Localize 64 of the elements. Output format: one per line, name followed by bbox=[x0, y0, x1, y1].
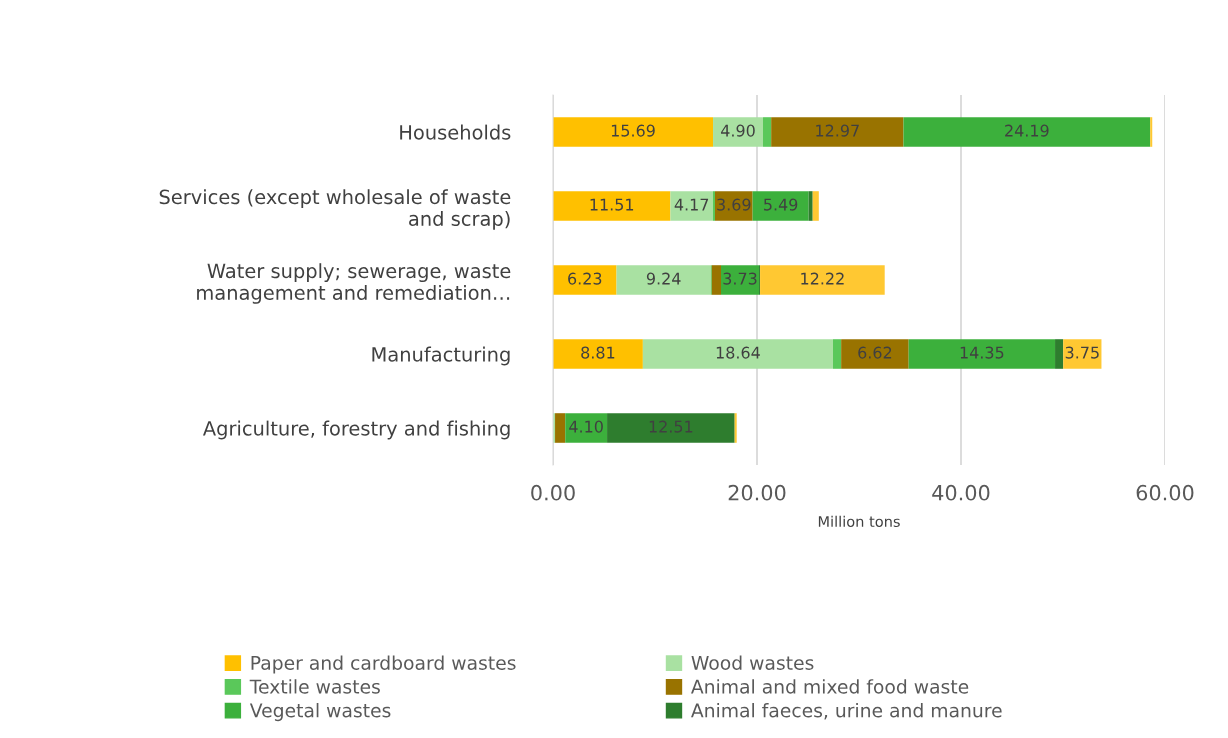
x-tick-label: 60.00 bbox=[1136, 484, 1194, 501]
bar bbox=[616, 265, 711, 295]
data-label: 5.49 bbox=[764, 198, 798, 211]
x-tick-label: 20.00 bbox=[728, 484, 786, 501]
bar bbox=[752, 191, 809, 221]
x-tick-label: 40.00 bbox=[932, 484, 990, 501]
bar bbox=[734, 413, 737, 443]
data-label: 6.23 bbox=[568, 272, 602, 285]
bar bbox=[553, 339, 643, 369]
legend-label: Animal faeces, urine and manure bbox=[691, 702, 1002, 720]
bar bbox=[908, 339, 1056, 369]
bar bbox=[720, 265, 760, 295]
data-label: 18.64 bbox=[716, 346, 760, 359]
bar bbox=[714, 191, 753, 221]
bar bbox=[832, 339, 842, 369]
x-axis-title: Million tons bbox=[818, 515, 900, 528]
bar bbox=[607, 413, 735, 443]
legend-label: Textile wastes bbox=[249, 679, 380, 694]
data-label: 3.69 bbox=[717, 198, 751, 211]
data-label: 12.22 bbox=[801, 272, 844, 285]
bar bbox=[1150, 117, 1153, 147]
bar bbox=[1063, 339, 1102, 369]
bar bbox=[713, 117, 764, 147]
bar bbox=[553, 191, 671, 221]
y-tick-label: Manufacturing bbox=[372, 346, 510, 366]
data-label: 8.81 bbox=[581, 346, 615, 359]
data-label: 14.35 bbox=[960, 346, 1004, 359]
data-label: 3.75 bbox=[1065, 346, 1099, 359]
data-label: 3.73 bbox=[723, 272, 757, 285]
data-label: 6.62 bbox=[858, 346, 892, 359]
legend-label: Paper and cardboard wastes bbox=[251, 655, 516, 674]
data-label: 4.10 bbox=[569, 420, 603, 433]
data-label: 11.51 bbox=[590, 198, 634, 211]
bar bbox=[642, 339, 833, 369]
legend-label: Vegetal wastes bbox=[249, 702, 391, 722]
y-tick-label: Water supply; sewerage, waste management and remediation… bbox=[197, 263, 511, 304]
bar bbox=[771, 117, 904, 147]
y-tick-label: Services (except wholesale of waste and scrap) bbox=[159, 189, 511, 230]
bar bbox=[553, 117, 714, 147]
bar bbox=[565, 413, 608, 443]
y-tick-label: Agriculture, forestry and fishing bbox=[202, 420, 510, 440]
bar bbox=[903, 117, 1151, 147]
bar bbox=[841, 339, 909, 369]
y-tick-label: Households bbox=[400, 124, 511, 140]
bar bbox=[812, 191, 819, 221]
bar bbox=[711, 265, 721, 295]
bar bbox=[555, 413, 566, 443]
data-label: 12.97 bbox=[816, 124, 859, 137]
data-label: 9.24 bbox=[646, 272, 681, 285]
data-label: 12.51 bbox=[649, 420, 693, 433]
data-label: 4.17 bbox=[674, 198, 709, 211]
bar bbox=[712, 191, 715, 221]
bar bbox=[760, 265, 885, 295]
legend-label: Animal and mixed food waste bbox=[691, 679, 969, 694]
legend-label: Wood wastes bbox=[691, 655, 814, 670]
x-tick-label: 0.00 bbox=[531, 484, 575, 501]
data-label: 15.69 bbox=[611, 124, 655, 137]
bar bbox=[670, 191, 713, 221]
data-label: 24.19 bbox=[1005, 124, 1049, 137]
bar bbox=[553, 265, 617, 295]
data-label: 4.90 bbox=[721, 124, 755, 137]
bar bbox=[808, 191, 813, 221]
bar bbox=[763, 117, 772, 147]
bar bbox=[1055, 339, 1064, 369]
